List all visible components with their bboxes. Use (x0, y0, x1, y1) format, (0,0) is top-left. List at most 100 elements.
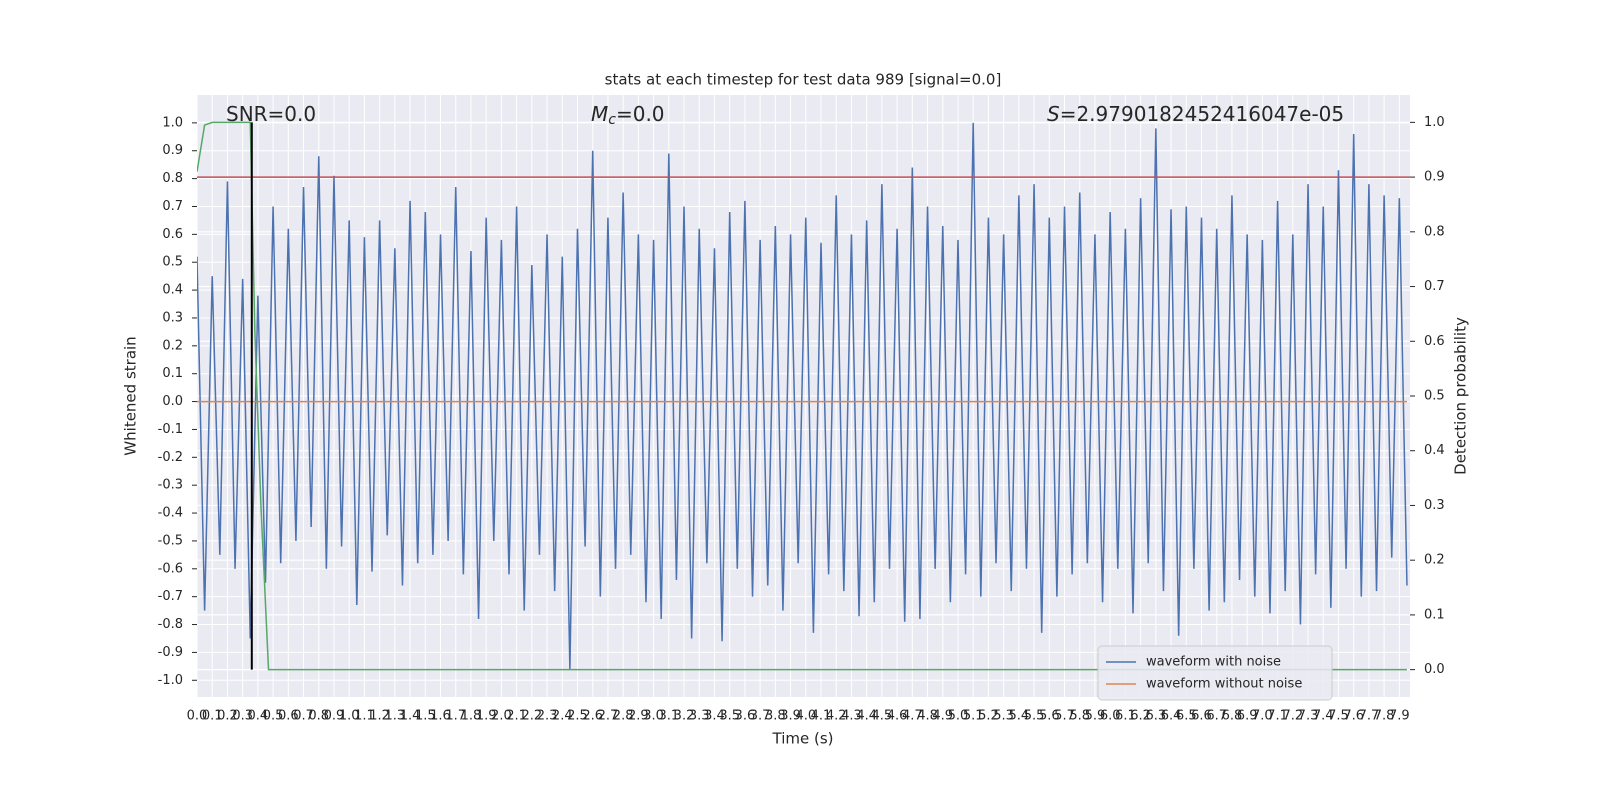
y-tick-label: -1.0 (158, 673, 183, 688)
x-tick-label: 2.4 (552, 709, 573, 724)
legend-box (1097, 645, 1333, 701)
y2-tick-label: 0.5 (1424, 389, 1445, 404)
annotation-text: =0.0 (616, 102, 665, 126)
x-tick-label: 1.2 (369, 709, 390, 724)
x-tick-label: 5.1 (963, 709, 984, 724)
y2-axis-label: Detection probability (1452, 317, 1470, 475)
x-tick-label: 3.1 (658, 709, 679, 724)
x-tick-label: 0.1 (202, 709, 223, 724)
x-tick-label: 3.2 (674, 709, 695, 724)
x-tick-label: 0.3 (232, 709, 253, 724)
x-tick-label: 0.4 (248, 709, 269, 724)
x-tick-label: 3.7 (750, 709, 771, 724)
y-tick-label: -0.9 (158, 645, 183, 660)
x-tick-label: 5.0 (948, 709, 969, 724)
legend-label: waveform without noise (1146, 677, 1302, 692)
overlay: waveform with noise waveform without nois… (1097, 645, 1333, 701)
y2-tick-label: 1.0 (1424, 115, 1445, 130)
x-tick-label: 6.2 (1130, 709, 1151, 724)
annotation-symbol: S (1047, 102, 1060, 126)
x-tick-label: 7.7 (1359, 709, 1380, 724)
y-tick-label: -0.5 (158, 533, 183, 548)
x-tick-label: 7.8 (1374, 709, 1395, 724)
x-tick-label: 2.1 (506, 709, 527, 724)
x-tick-label: 7.6 (1343, 709, 1364, 724)
x-tick-label: 2.8 (613, 709, 634, 724)
x-tick-label: 3.9 (780, 709, 801, 724)
x-tick-label: 0.0 (187, 709, 208, 724)
x-tick-label: 2.0 (491, 709, 512, 724)
x-tick-label: 7.3 (1298, 709, 1319, 724)
y-tick-label: 0.4 (162, 283, 183, 298)
x-tick-label: 1.5 (415, 709, 436, 724)
x-tick-label: 5.2 (978, 709, 999, 724)
x-tick-label: 0.2 (217, 709, 238, 724)
x-tick-label: 6.3 (1145, 709, 1166, 724)
y-axis-label: Whitened strain (122, 336, 140, 455)
x-tick-label: 7.9 (1389, 709, 1410, 724)
annotation: S=2.9790182452416047e-05 (1047, 102, 1344, 126)
y-tick-label: -0.2 (158, 450, 183, 465)
x-tick-label: 4.6 (887, 709, 908, 724)
x-tick-label: 1.6 (430, 709, 451, 724)
x-tick-label: 7.0 (1252, 709, 1273, 724)
y-tick-label: -0.1 (158, 422, 183, 437)
x-tick-label: 6.7 (1206, 709, 1227, 724)
x-tick-label: 0.5 (263, 709, 284, 724)
x-tick-label: 6.0 (1100, 709, 1121, 724)
y2-tick-label: 0.8 (1424, 224, 1445, 239)
x-tick-label: 1.9 (476, 709, 497, 724)
x-tick-label: 2.5 (567, 709, 588, 724)
x-tick-label: 3.3 (689, 709, 710, 724)
x-tick-label: 5.4 (1009, 709, 1030, 724)
y-tick-label: -0.4 (158, 506, 183, 521)
x-tick-label: 1.7 (445, 709, 466, 724)
y2-tick-label: 0.3 (1424, 498, 1445, 513)
x-tick-label: 0.6 (278, 709, 299, 724)
y2-tick-label: 0.2 (1424, 553, 1445, 568)
y-tick-label: 0.3 (162, 310, 183, 325)
x-tick-label: 5.8 (1069, 709, 1090, 724)
y-tick-label: -0.3 (158, 478, 183, 493)
y-tick-label: 0.0 (162, 394, 183, 409)
x-tick-label: 4.5 (872, 709, 893, 724)
y-tick-label: 0.1 (162, 366, 183, 381)
x-tick-label: 1.3 (385, 709, 406, 724)
x-tick-label: 3.0 (643, 709, 664, 724)
y-tick-label: -0.7 (158, 589, 183, 604)
x-tick-label: 4.4 (856, 709, 877, 724)
y2-tick-label: 0.7 (1424, 279, 1445, 294)
x-tick-label: 0.8 (308, 709, 329, 724)
y-tick-label: 1.0 (162, 115, 183, 130)
x-tick-label: 7.1 (1267, 709, 1288, 724)
x-tick-label: 6.9 (1237, 709, 1258, 724)
y-tick-label: -0.8 (158, 617, 183, 632)
x-tick-label: 5.7 (1054, 709, 1075, 724)
y-tick-label: -0.6 (158, 561, 183, 576)
x-tick-label: 7.5 (1328, 709, 1349, 724)
x-tick-label: 1.1 (354, 709, 375, 724)
x-tick-label: 3.4 (704, 709, 725, 724)
x-tick-label: 3.6 (735, 709, 756, 724)
x-axis-label: Time (s) (772, 730, 834, 748)
x-tick-label: 2.7 (598, 709, 619, 724)
x-tick-label: 1.8 (461, 709, 482, 724)
y2-tick-label: 0.9 (1424, 170, 1445, 185)
x-tick-label: 4.1 (811, 709, 832, 724)
x-tick-label: 6.5 (1176, 709, 1197, 724)
x-tick-label: 6.8 (1222, 709, 1243, 724)
annotation-text: SNR=0.0 (226, 102, 316, 126)
annotation-subscript: c (608, 112, 616, 128)
y2-tick-label: 0.1 (1424, 607, 1445, 622)
y2-tick-label: 0.4 (1424, 443, 1445, 458)
series-line (197, 122, 1408, 670)
y2-tick-label: 0.6 (1424, 334, 1445, 349)
y-tick-label: 0.6 (162, 227, 183, 242)
annotation: SNR=0.0 (226, 102, 316, 126)
x-tick-label: 0.7 (293, 709, 314, 724)
x-tick-label: 0.9 (324, 709, 345, 724)
annotation: Mc=0.0 (591, 102, 665, 129)
marks (197, 121, 1410, 671)
x-tick-label: 3.5 (719, 709, 740, 724)
